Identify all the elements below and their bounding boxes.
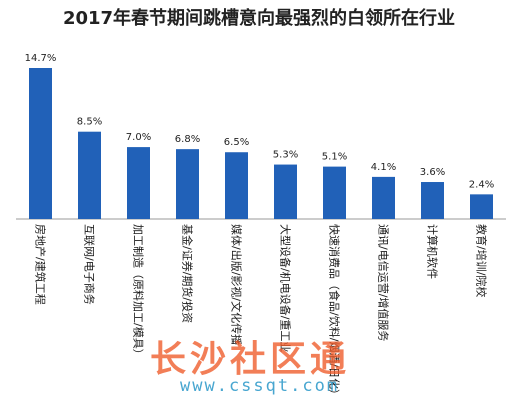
bar — [176, 149, 199, 219]
category-label: 计算机软件 — [426, 224, 440, 279]
bar — [470, 194, 493, 219]
data-label: 3.6% — [420, 167, 445, 178]
category-label: 加工制造（原料加工/模具） — [132, 224, 146, 360]
category-label: 互联网/电子商务 — [83, 224, 97, 305]
category-label: 房地产/建筑工程 — [34, 224, 48, 305]
category-label: 大型设备/机电设备/重工业 — [279, 224, 293, 352]
data-label: 4.1% — [371, 162, 396, 173]
bar — [323, 166, 346, 219]
bar — [225, 152, 248, 219]
data-label: 6.5% — [224, 137, 249, 148]
watermark-text: 长沙社区通 — [150, 339, 351, 380]
bar — [421, 182, 444, 219]
bar — [372, 176, 395, 219]
bar — [78, 131, 101, 219]
data-label: 7.0% — [126, 132, 151, 143]
category-label: 快速消费品（食品/饮料/烟酒/日化） — [328, 224, 342, 400]
data-label: 14.7% — [25, 53, 57, 64]
category-label: 通讯/电信运营/增值服务 — [377, 224, 391, 341]
data-label: 5.3% — [273, 150, 298, 161]
bar — [127, 147, 150, 219]
watermark-url: www.cssqt.com — [180, 376, 340, 396]
data-label: 8.5% — [77, 117, 102, 128]
bar — [29, 68, 52, 219]
data-label: 2.4% — [469, 179, 494, 190]
data-label: 5.1% — [322, 152, 347, 163]
category-label: 媒体/出版/影视/文化传播 — [230, 224, 244, 345]
category-label: 基金/证券/期货/投资 — [181, 224, 195, 323]
data-label: 6.8% — [175, 134, 200, 145]
bar — [274, 164, 297, 219]
category-label: 教育/培训/院校 — [475, 224, 489, 297]
chart-title: 2017年春节期间跳槽意向最强烈的白领所在行业 — [62, 8, 456, 29]
